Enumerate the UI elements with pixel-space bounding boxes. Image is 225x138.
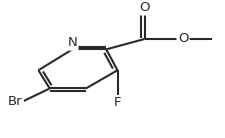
Text: F: F (113, 96, 121, 109)
Text: O: O (139, 1, 149, 14)
Text: Br: Br (8, 95, 22, 108)
Text: N: N (67, 36, 77, 49)
Text: O: O (177, 32, 187, 45)
